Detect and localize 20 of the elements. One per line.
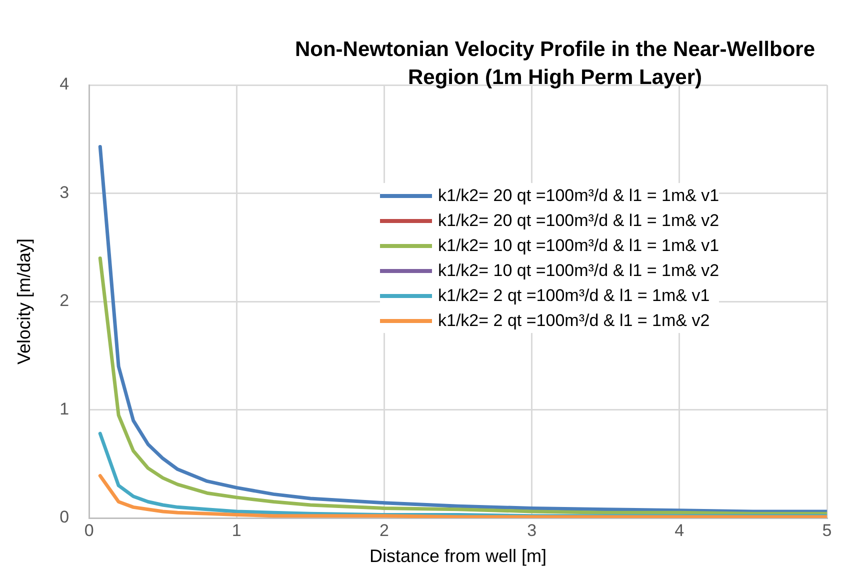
x-tick-label: 3 (527, 520, 537, 540)
x-tick-label: 4 (674, 520, 684, 540)
y-tick-label: 3 (60, 182, 70, 202)
legend-label: k1/k2= 10 qt =100m³/d & l1 = 1m& v2 (438, 260, 720, 280)
legend-label: k1/k2= 20 qt =100m³/d & l1 = 1m& v1 (438, 186, 720, 206)
y-axis-title: Velocity [m/day] (14, 238, 34, 365)
x-axis-title: Distance from well [m] (370, 546, 547, 566)
legend-label: k1/k2= 2 qt =100m³/d & l1 = 1m& v1 (438, 286, 710, 306)
x-tick-label: 2 (380, 520, 389, 540)
legend-label: k1/k2= 10 qt =100m³/d & l1 = 1m& v1 (438, 236, 720, 256)
legend-label: k1/k2= 20 qt =100m³/d & l1 = 1m& v2 (438, 210, 720, 230)
x-tick-label: 1 (232, 520, 242, 540)
legend-label: k1/k2= 2 qt =100m³/d & l1 = 1m& v2 (438, 310, 710, 330)
y-tick-label: 4 (60, 74, 70, 94)
x-tick-label: 0 (84, 520, 94, 540)
y-tick-label: 0 (60, 508, 70, 527)
y-tick-label: 1 (60, 399, 70, 418)
y-tick-label: 2 (60, 291, 70, 310)
x-tick-label: 5 (822, 520, 832, 540)
chart-title: Non-Newtonian Velocity Profile in the Near-Wellbore Region (1m High Perm Layer) (294, 37, 816, 91)
